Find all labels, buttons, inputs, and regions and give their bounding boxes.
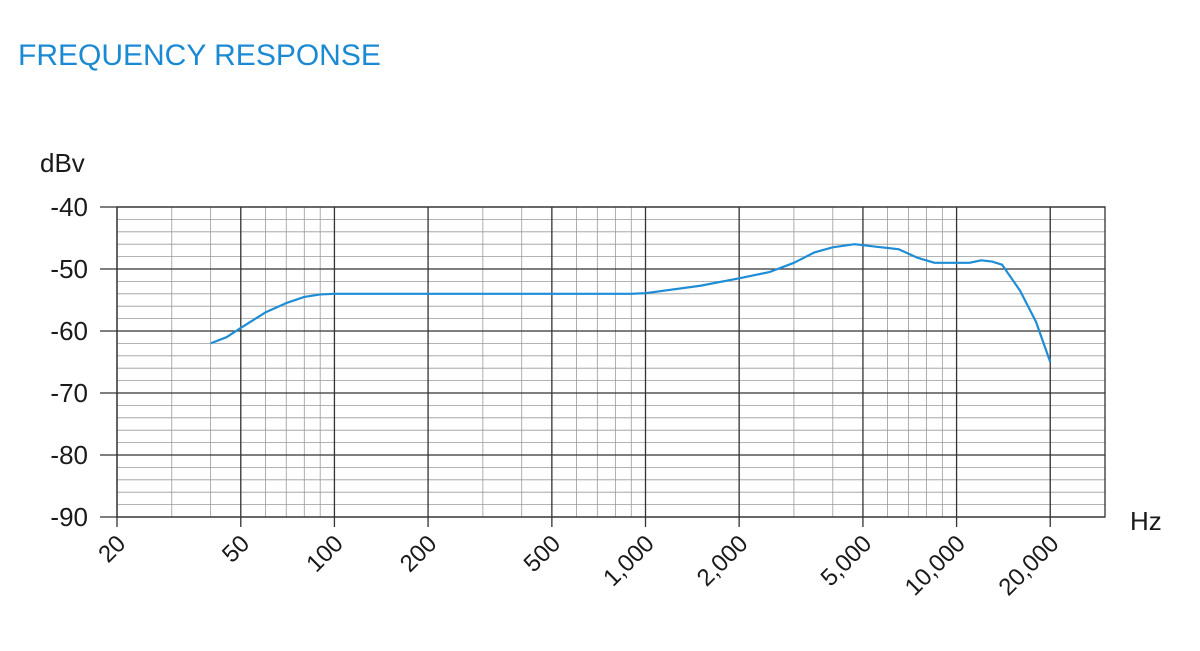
x-tick-label: 20,000 bbox=[993, 530, 1064, 601]
response-line bbox=[210, 243, 1052, 363]
x-tick-label: 1,000 bbox=[598, 530, 660, 592]
y-tick-label: -90 bbox=[50, 502, 88, 532]
x-tick-label: 200 bbox=[395, 530, 442, 577]
x-tick-label: 20 bbox=[93, 530, 131, 568]
chart-title: FREQUENCY RESPONSE bbox=[18, 39, 381, 72]
y-tick-label: -50 bbox=[50, 254, 88, 284]
y-tick-label: -70 bbox=[50, 378, 88, 408]
y-tick-label: -60 bbox=[50, 316, 88, 346]
plot-frame bbox=[116, 206, 1106, 518]
x-tick-label: 5,000 bbox=[816, 530, 878, 592]
x-tick-label: 100 bbox=[301, 530, 348, 577]
y-tick-label: -40 bbox=[50, 192, 88, 222]
x-tick-label: 2,000 bbox=[692, 530, 754, 592]
x-tick-label: 50 bbox=[217, 530, 255, 568]
x-tick-label: 10,000 bbox=[900, 530, 971, 601]
x-axis-label: Hz bbox=[1130, 506, 1162, 536]
x-tick-label: 500 bbox=[519, 530, 566, 577]
y-tick-label: -80 bbox=[50, 440, 88, 470]
y-axis-label: dBv bbox=[40, 148, 85, 178]
